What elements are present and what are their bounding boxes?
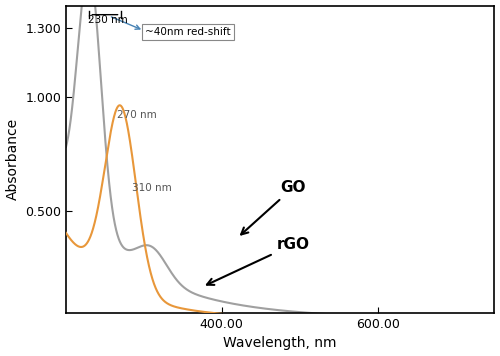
Text: 270 nm: 270 nm bbox=[116, 110, 156, 120]
Text: rGO: rGO bbox=[207, 237, 310, 285]
Y-axis label: Absorbance: Absorbance bbox=[6, 118, 20, 200]
Text: 230 nm: 230 nm bbox=[88, 15, 128, 25]
Text: GO: GO bbox=[241, 180, 306, 235]
Text: ~40nm red-shift: ~40nm red-shift bbox=[146, 27, 231, 37]
Text: 310 nm: 310 nm bbox=[132, 183, 172, 193]
X-axis label: Wavelength, nm: Wavelength, nm bbox=[224, 336, 337, 350]
